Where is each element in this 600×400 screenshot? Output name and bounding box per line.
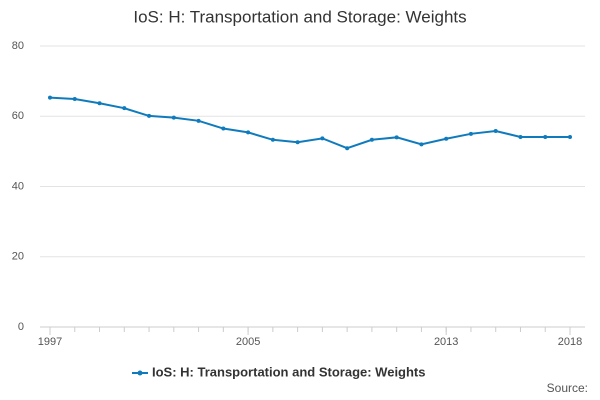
point xyxy=(122,106,127,111)
point xyxy=(320,136,325,141)
point xyxy=(468,131,473,136)
legend-label: IoS: H: Transportation and Storage: Weig… xyxy=(152,364,426,379)
y-tick-label: 20 xyxy=(12,251,24,263)
y-tick-label: 0 xyxy=(18,321,24,333)
point xyxy=(196,118,201,123)
point xyxy=(72,97,77,102)
point xyxy=(493,129,498,134)
point xyxy=(543,134,548,139)
point xyxy=(97,101,102,106)
x-tick-label: 2018 xyxy=(558,336,582,348)
point xyxy=(394,135,399,140)
point xyxy=(444,136,449,141)
chart-title: IoS: H: Transportation and Storage: Weig… xyxy=(133,7,466,26)
point xyxy=(270,137,275,142)
point xyxy=(345,146,350,151)
point xyxy=(147,113,152,118)
point xyxy=(568,134,572,139)
x-tick-label: 2013 xyxy=(434,336,458,348)
point xyxy=(295,140,300,145)
y-tick-label: 80 xyxy=(12,40,24,52)
point xyxy=(246,130,251,135)
x-tick-label: 1997 xyxy=(38,336,62,348)
point xyxy=(419,142,424,147)
y-tick-label: 40 xyxy=(12,180,24,192)
point xyxy=(171,115,176,120)
y-tick-label: 60 xyxy=(12,110,24,122)
legend-marker xyxy=(137,370,143,376)
point xyxy=(518,134,523,139)
point xyxy=(221,126,226,131)
point xyxy=(369,137,374,142)
line xyxy=(49,96,570,150)
x-tick-label: 2005 xyxy=(236,336,260,348)
point xyxy=(48,95,52,100)
source: Source: xyxy=(547,381,588,395)
